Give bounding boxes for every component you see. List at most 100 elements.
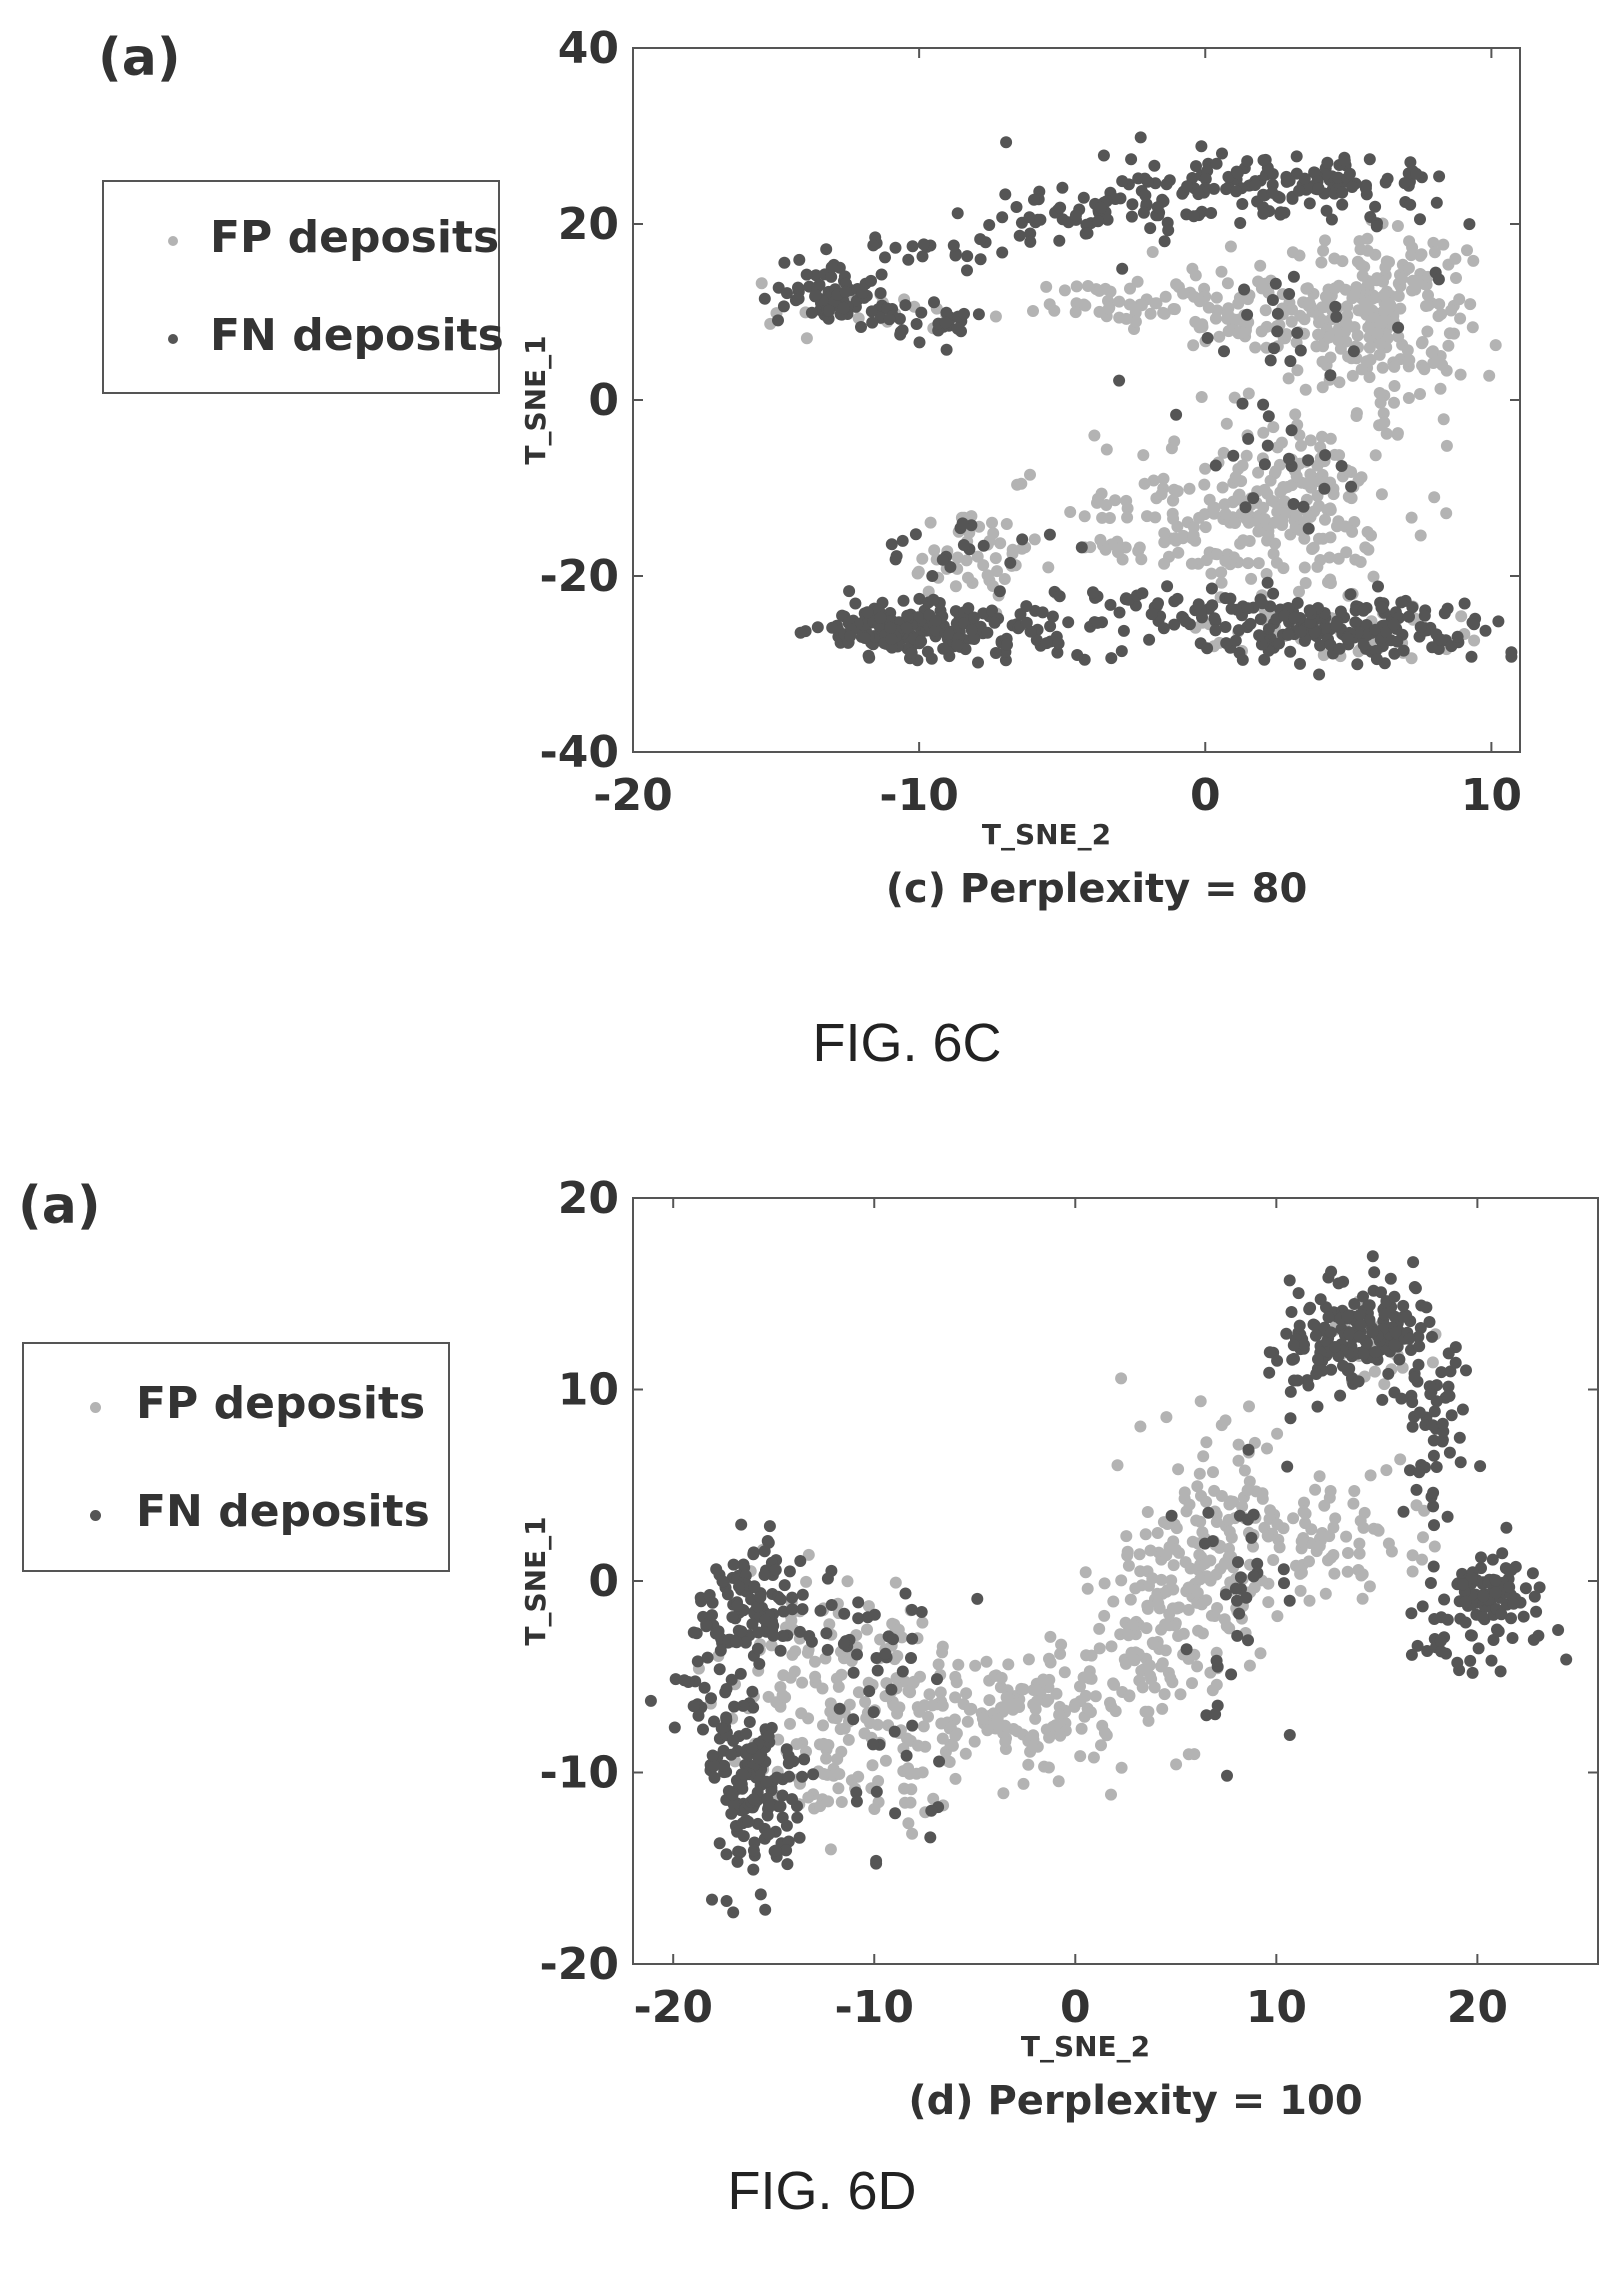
data-point (866, 1759, 879, 1772)
data-point (1325, 1265, 1338, 1278)
data-point (1428, 491, 1441, 504)
data-point (1382, 1367, 1395, 1380)
data-point (1151, 201, 1164, 214)
data-point (1503, 1581, 1516, 1594)
data-point (1366, 1250, 1379, 1263)
data-point (730, 1636, 743, 1649)
data-point (706, 1749, 719, 1762)
data-point (940, 343, 953, 356)
data-point (1495, 1608, 1508, 1621)
data-point (1049, 1719, 1062, 1732)
data-point (1402, 354, 1415, 367)
data-point (715, 1722, 728, 1735)
data-point (1011, 1725, 1024, 1738)
data-point (902, 1817, 915, 1830)
data-point (772, 314, 784, 327)
data-point (1413, 1406, 1426, 1419)
data-point (991, 565, 1003, 578)
x-axis-label: T_SNE_2 (1021, 2030, 1150, 2063)
data-point (1040, 637, 1053, 650)
data-point (1125, 153, 1138, 166)
data-point (1042, 1761, 1055, 1774)
data-point (974, 253, 987, 266)
data-point (1401, 344, 1414, 357)
data-point (1220, 1620, 1233, 1633)
data-point (759, 1614, 772, 1627)
data-point (1368, 1365, 1381, 1378)
data-point (1177, 1627, 1190, 1640)
data-point (1403, 1332, 1416, 1345)
data-point (1391, 220, 1404, 232)
data-point (1410, 1483, 1423, 1496)
data-point (710, 1563, 723, 1576)
data-point (1198, 478, 1211, 491)
data-point (1328, 1567, 1341, 1580)
data-point (1158, 536, 1171, 549)
legend-entry-fp: FP deposits (104, 212, 499, 272)
data-point (1120, 312, 1133, 325)
data-point (1363, 371, 1376, 384)
data-point (1257, 501, 1270, 514)
data-point (883, 313, 896, 326)
data-point (1138, 477, 1151, 490)
y-tick-label: 20 (558, 1173, 619, 1224)
data-point (863, 1685, 876, 1698)
data-point (896, 1665, 909, 1678)
data-point (1340, 546, 1353, 559)
data-point (800, 1575, 813, 1588)
data-point (1350, 410, 1363, 422)
data-point (1425, 346, 1438, 359)
data-point (678, 1674, 691, 1687)
data-point (1080, 1649, 1093, 1662)
data-point (1294, 309, 1307, 322)
data-point (1258, 513, 1271, 525)
data-point (691, 1655, 704, 1668)
data-point (1227, 449, 1240, 462)
data-point (780, 1819, 793, 1832)
data-point (1459, 1616, 1472, 1629)
data-point (1167, 1559, 1180, 1572)
data-point (1216, 481, 1229, 494)
data-point (1264, 354, 1277, 367)
data-point (668, 1721, 681, 1734)
data-point (776, 1630, 789, 1642)
data-point (748, 1580, 761, 1593)
data-point (916, 1766, 929, 1779)
data-point (1451, 1656, 1464, 1669)
data-point (1373, 387, 1386, 399)
data-point (1221, 1769, 1233, 1782)
data-point (1017, 1777, 1030, 1790)
data-point (1241, 602, 1254, 615)
data-point (1219, 507, 1232, 520)
figure-6c: (a) FP deposits FN deposits -40 -20 0 20 40-… (98, 23, 1522, 1073)
data-point (1319, 1587, 1332, 1600)
data-point (1304, 616, 1317, 629)
data-point (870, 1652, 883, 1664)
data-point (1020, 600, 1033, 613)
data-point (925, 1804, 938, 1817)
data-point (1304, 468, 1317, 481)
data-point (1249, 179, 1262, 191)
data-point (809, 1670, 822, 1683)
data-point (1218, 498, 1231, 511)
data-point (1290, 509, 1303, 522)
data-point (706, 1609, 718, 1622)
data-point (1302, 1379, 1315, 1392)
data-point (1405, 1607, 1418, 1620)
y-tick-label: -20 (540, 1939, 620, 1990)
data-point (1435, 1645, 1448, 1658)
data-point (1157, 472, 1170, 485)
data-point (817, 1768, 830, 1780)
data-point (1375, 601, 1388, 614)
data-point (1302, 522, 1315, 535)
data-point (1363, 341, 1376, 354)
data-point (1137, 449, 1150, 462)
data-point (1450, 272, 1462, 284)
data-point (1257, 426, 1270, 439)
data-point (1199, 462, 1212, 475)
data-point (1215, 1490, 1228, 1502)
data-point (1201, 332, 1214, 344)
data-point (1092, 215, 1104, 228)
data-point (708, 1759, 721, 1772)
data-point (1236, 1500, 1249, 1513)
